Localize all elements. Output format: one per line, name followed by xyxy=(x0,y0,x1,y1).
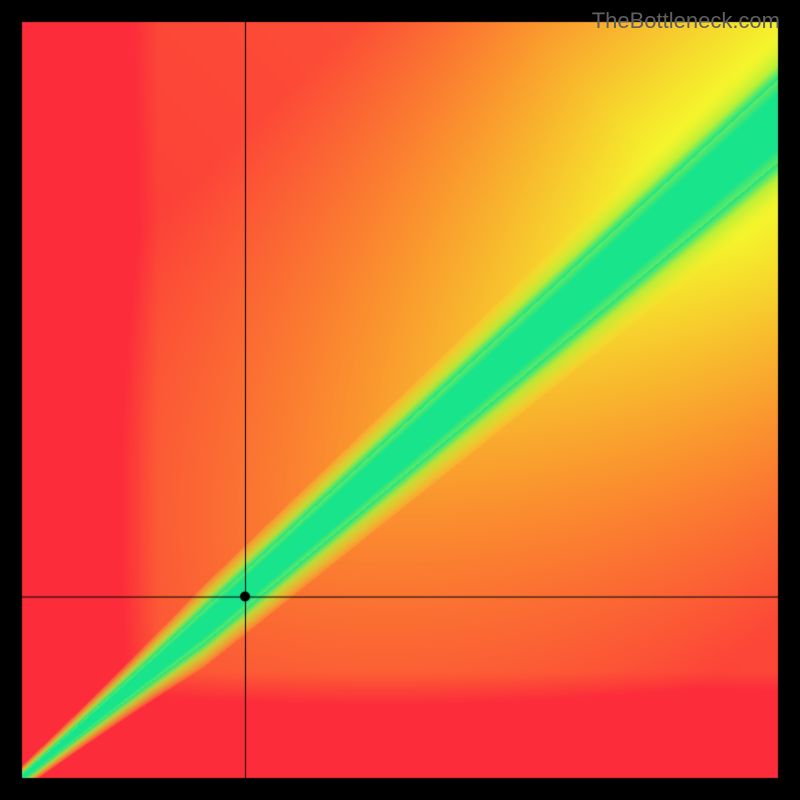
bottleneck-heatmap xyxy=(0,0,800,800)
watermark-text: TheBottleneck.com xyxy=(592,8,780,34)
chart-container: TheBottleneck.com xyxy=(0,0,800,800)
